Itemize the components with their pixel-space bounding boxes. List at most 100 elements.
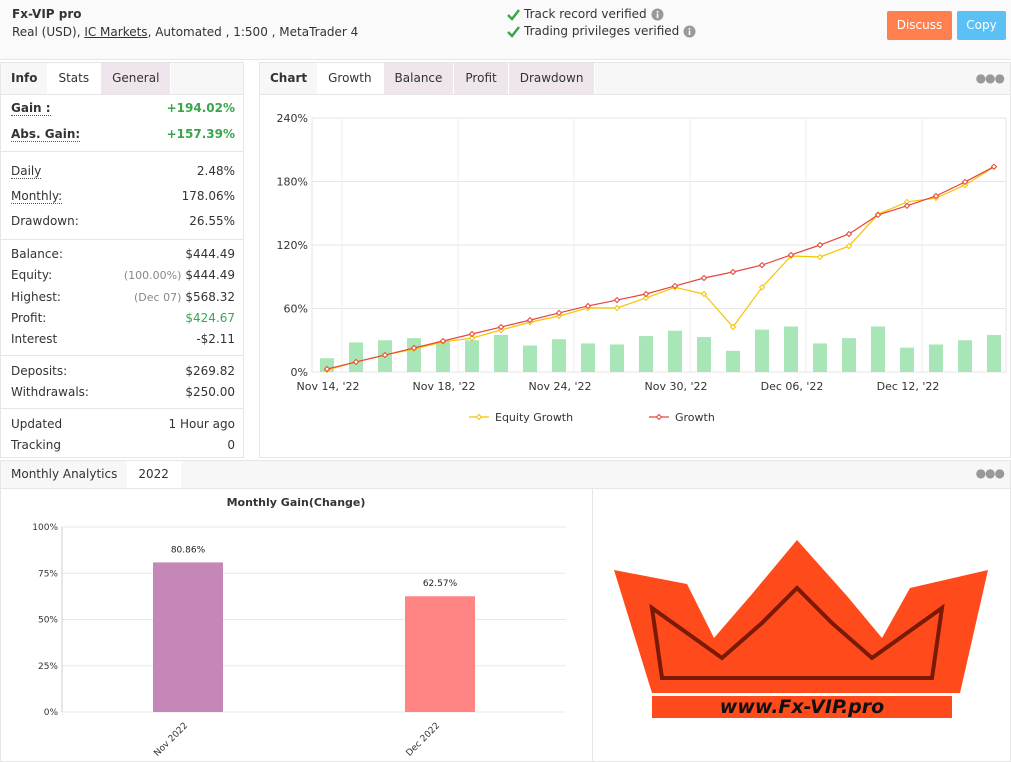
separator [1,151,243,152]
logo-text: www.Fx-VIP.pro [720,696,884,718]
stat-row: Drawdown: 26.55% [11,214,235,228]
stat-label: Interest [11,332,58,346]
menu-icon[interactable]: ●●● [975,71,1005,85]
tab[interactable]: 2022 [127,461,181,488]
tab[interactable]: Stats [47,63,102,94]
tab[interactable]: Growth [317,63,384,94]
stat-note: (Dec 07) [134,291,182,304]
point-marker [845,230,853,238]
account-title: Fx-VIP pro [12,7,82,21]
tab-bar: Info Stats General [1,63,243,95]
tab[interactable]: Profit [454,63,509,94]
stat-value-wrap: $444.49 [185,247,235,261]
stat-row: Abs. Gain: +157.39% [11,127,235,142]
discuss-button[interactable]: Discuss [887,11,952,40]
y-tick-label: 100% [32,523,58,533]
stat-row: Tracking 0 [11,438,235,452]
bar [436,341,450,372]
y-tick-label: 50% [38,616,58,626]
x-tick-label: Nov 2022 [152,721,190,759]
x-tick-label: Nov 14, '22 [297,380,360,393]
separator [1,239,243,240]
stat-value-wrap: (100.00%) $444.49 [124,268,235,282]
stat-row: Withdrawals: $250.00 [11,385,235,399]
panel-label: Monthly Analytics [11,467,118,481]
bar [523,345,537,372]
bar [726,350,740,372]
check-icon [507,8,520,21]
tab[interactable]: General [101,63,172,94]
info-icon[interactable] [683,25,696,38]
stat-label: Balance: [11,247,63,261]
verification: Trading privileges verified [507,24,696,38]
stat-label: Profit: [11,311,47,325]
point-marker [700,290,708,298]
point-marker [555,309,563,317]
tab-bar: Chart Growth Balance Profit Drawdown [260,63,1010,95]
bar [668,330,682,372]
stat-value: $250.00 [185,385,235,399]
bar [639,336,653,372]
point-marker [700,274,708,282]
bar [552,339,566,372]
point-marker [526,316,534,324]
line [326,166,995,371]
legend-label: Growth [675,411,715,424]
bar [465,340,479,372]
bar [929,344,943,372]
y-tick-label: 240% [277,112,308,125]
bar [405,596,475,712]
stat-row: Interest -$2.11 [11,332,235,346]
stat-value-wrap: 2.48% [197,164,235,179]
menu-icon[interactable]: ●●● [975,466,1005,480]
stat-note: (100.00%) [123,269,182,282]
stat-label: Deposits: [11,364,68,378]
stat-row: Profit: $424.67 [11,311,235,325]
chart-panel: Chart Growth Balance Profit Drawdown ●●● [259,62,1011,458]
check-icon [507,25,520,38]
stat-value-wrap: 1 Hour ago [169,417,235,431]
info-icon[interactable] [651,8,664,21]
stat-value: +157.39% [166,127,235,141]
bar [349,342,363,372]
bar [958,340,972,372]
y-tick-label: 75% [38,569,58,579]
tab[interactable]: Drawdown [508,63,596,94]
point-marker [758,284,766,291]
stat-label: Withdrawals: [11,385,89,399]
stat-label: Abs. Gain: [11,127,81,142]
stat-value: +194.02% [166,101,235,115]
stat-row: Gain : +194.02% [11,101,235,116]
bar [610,344,624,372]
x-tick-label: Nov 30, '22 [645,380,708,393]
stat-value: 2.48% [196,164,235,178]
panel-label: Chart [270,71,308,85]
chart-title: Monthly Gain(Change) [227,496,366,509]
legend-marker [475,413,483,421]
stat-row: Equity: (100.00%) $444.49 [11,268,235,282]
broker-link[interactable]: IC Markets [84,25,148,39]
header: Fx-VIP pro Real (USD), IC Markets, Autom… [0,0,1011,60]
stat-value: 1 Hour ago [168,417,235,431]
account-type: Real (USD) [12,25,77,39]
stat-label: Gain : [11,101,51,116]
point-marker [845,242,853,250]
stat-label: Drawdown: [11,214,79,228]
logo: www.Fx-VIP.pro [614,540,988,718]
bar [987,334,1001,372]
y-tick-label: 25% [38,662,58,672]
bar [784,326,798,372]
stat-row: Highest: (Dec 07) $568.32 [11,290,235,304]
stat-row: Balance: $444.49 [11,247,235,261]
copy-button[interactable]: Copy [957,11,1006,40]
stat-value: $444.49 [185,268,235,282]
legend-marker [655,413,663,421]
stat-label: Equity: [11,268,53,282]
stat-value: 0 [227,438,235,452]
verification-text: Trading privileges verified [524,24,680,38]
stat-value: $568.32 [185,290,235,304]
tab[interactable]: Balance [383,63,455,94]
point-marker [323,365,331,373]
point-marker [642,294,650,302]
